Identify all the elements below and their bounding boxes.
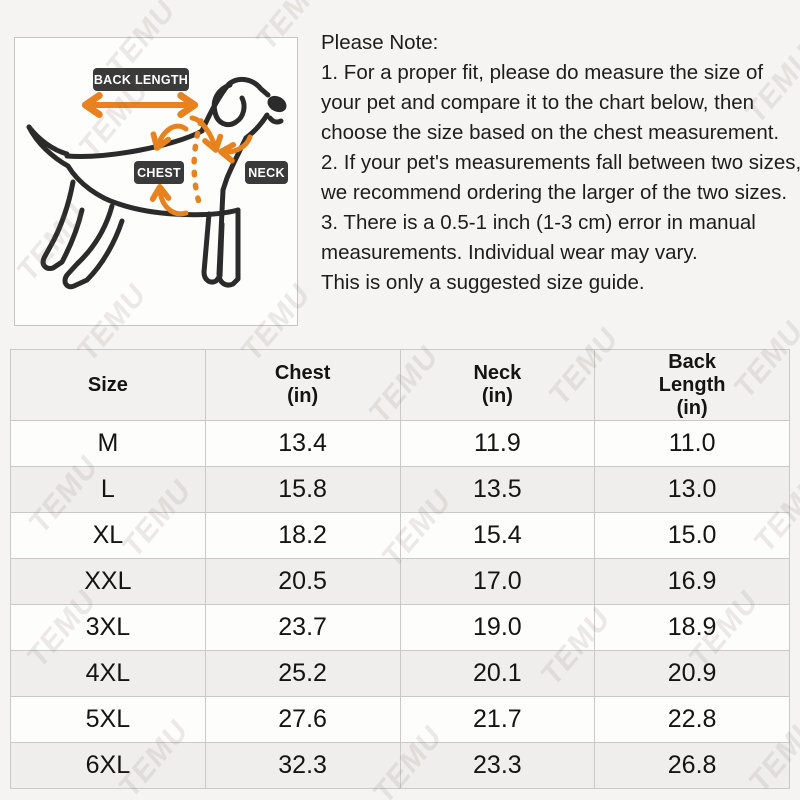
column-header-chest-in-: Chest (in): [204, 349, 401, 421]
note-line: This is only a suggested size guide.: [321, 271, 645, 294]
value-cell: 20.5: [204, 558, 401, 605]
chest-badge: CHEST: [134, 161, 184, 184]
value-cell: 25.2: [204, 650, 401, 697]
size-cell: XXL: [10, 558, 206, 605]
note-block: Please Note: 1. For a proper fit, please…: [321, 28, 800, 298]
value-cell: 11.0: [594, 420, 790, 467]
value-cell: 22.8: [594, 696, 790, 743]
value-cell: 20.9: [594, 650, 790, 697]
value-cell: 23.7: [204, 604, 401, 651]
value-cell: 13.5: [399, 466, 596, 513]
column-header-size: Size: [10, 349, 206, 421]
back-length-badge: BACK LENGTH: [93, 68, 189, 91]
value-cell: 15.4: [399, 512, 596, 559]
size-cell: 3XL: [10, 604, 206, 651]
note-line: 2. If your pet's measurements fall betwe…: [321, 151, 800, 204]
value-cell: 23.3: [399, 742, 596, 789]
value-cell: 27.6: [204, 696, 401, 743]
table-row: M 13.4 11.9 11.0: [10, 420, 790, 467]
table-row: 3XL 23.7 19.0 18.9: [10, 604, 790, 651]
table-row: XL 18.2 15.4 15.0: [10, 512, 790, 559]
value-cell: 18.9: [594, 604, 790, 651]
size-cell: L: [10, 466, 206, 513]
value-cell: 11.9: [399, 420, 596, 467]
note-line: 3. There is a 0.5-1 inch (1-3 cm) error …: [321, 211, 756, 264]
size-cell: 4XL: [10, 650, 206, 697]
table-row: XXL 20.5 17.0 16.9: [10, 558, 790, 605]
dog-outline: [26, 76, 284, 290]
table-row: 4XL 25.2 20.1 20.9: [10, 650, 790, 697]
neck-arrow-over-icon: [189, 115, 224, 153]
note-line: 1. For a proper fit, please do measure t…: [321, 61, 780, 144]
size-cell: 5XL: [10, 696, 206, 743]
header-row: Size Chest (in) Neck (in) Back Length (in): [10, 349, 790, 421]
column-header-neck-in-: Neck (in): [399, 349, 596, 421]
neck-badge: NECK: [245, 161, 288, 184]
table-row: 5XL 27.6 21.7 22.8: [10, 696, 790, 743]
value-cell: 15.8: [204, 466, 401, 513]
table-header: Size Chest (in) Neck (in) Back Length (in): [10, 349, 790, 421]
value-cell: 16.9: [594, 558, 790, 605]
value-cell: 21.7: [399, 696, 596, 743]
chest-arrow-bottom-icon: [149, 184, 189, 217]
value-cell: 15.0: [594, 512, 790, 559]
dog-drawing: [26, 76, 287, 290]
chest-arrow-top-icon: [150, 123, 189, 151]
table-row: 6XL 32.3 23.3 26.8: [10, 742, 790, 789]
table-row: L 15.8 13.5 13.0: [10, 466, 790, 513]
size-cell: 6XL: [10, 742, 206, 789]
size-cell: XL: [10, 512, 206, 559]
dog-measurement-diagram: BACK LENGTH CHEST NECK: [14, 37, 298, 326]
value-cell: 20.1: [399, 650, 596, 697]
table-body: M 13.4 11.9 11.0 L 15.8 13.5 13.0 XL 18.2 15.4 15.0…: [10, 420, 790, 789]
value-cell: 13.4: [204, 420, 401, 467]
value-cell: 13.0: [594, 466, 790, 513]
neck-arrow-icon: [218, 134, 253, 164]
note-title: Please Note:: [321, 31, 439, 54]
dog-nose-icon: [267, 95, 287, 113]
size-cell: M: [10, 420, 206, 467]
value-cell: 17.0: [399, 558, 596, 605]
value-cell: 18.2: [204, 512, 401, 559]
chest-girth-dashed-line: [191, 118, 204, 209]
measurement-arrows: [81, 92, 253, 217]
column-header-back-length-in-: Back Length (in): [594, 349, 790, 421]
value-cell: 26.8: [594, 742, 790, 789]
value-cell: 19.0: [399, 604, 596, 651]
size-chart-table: Size Chest (in) Neck (in) Back Length (in) M 13.…: [10, 349, 790, 789]
value-cell: 32.3: [204, 742, 401, 789]
